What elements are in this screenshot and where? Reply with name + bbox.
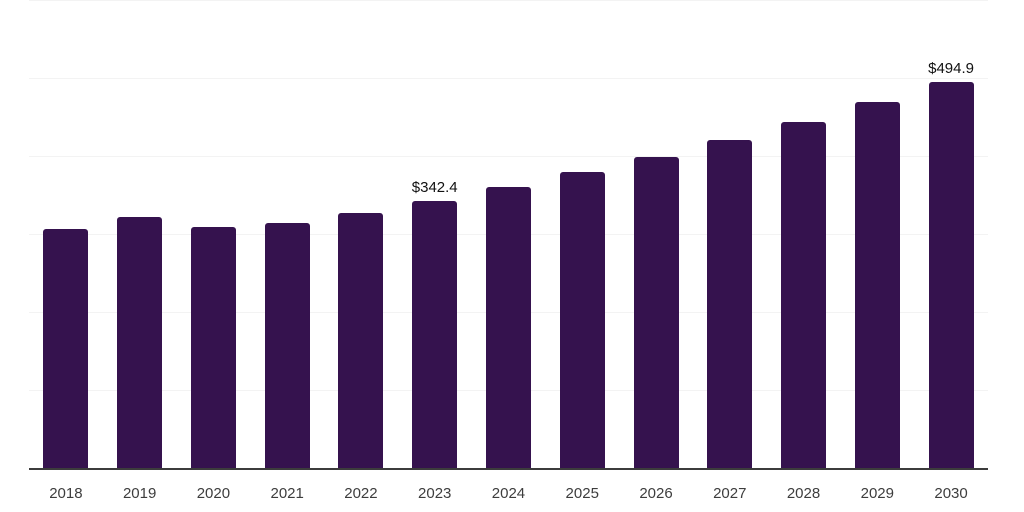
x-axis-label-2020: 2020 — [196, 485, 231, 502]
bar-2030 — [928, 81, 974, 468]
bar-slot-2029 — [840, 2, 914, 468]
x-axis-label-2023: 2023 — [418, 485, 452, 502]
x-axis: 2018 2019 2020 2021 2022 2023 2024 2025 2026 2027… — [29, 470, 988, 503]
bar-2024 — [485, 186, 531, 468]
bar-2022 — [338, 212, 384, 468]
bars-container: $342.4 $494.9 — [29, 2, 988, 468]
bar-slot-2019 — [103, 2, 177, 468]
bar-2025 — [559, 172, 605, 468]
bar-2021 — [264, 223, 310, 468]
x-axis-label-2026: 2026 — [639, 485, 673, 502]
x-axis-label-2028: 2028 — [786, 485, 821, 502]
bar-slot-2021 — [250, 2, 324, 468]
x-axis-label-2027: 2027 — [713, 485, 747, 502]
x-axis-label-2021: 2021 — [270, 485, 304, 502]
bar-slot-2020 — [177, 2, 251, 468]
x-axis-label-2030: 2030 — [934, 485, 968, 502]
bar-value-label-2030: $494.9 — [928, 59, 975, 77]
bar-2026 — [633, 157, 679, 468]
bar-slot-2022 — [324, 2, 398, 468]
bar-slot-2023: $342.4 — [398, 2, 472, 468]
x-axis-label-2025: 2025 — [565, 485, 599, 502]
bar-slot-2028 — [767, 2, 841, 468]
plot-area: $342.4 $494.9 — [29, 0, 988, 470]
bar-2029 — [854, 101, 900, 468]
bar-2020 — [190, 227, 236, 468]
bar-2023 — [412, 200, 458, 468]
x-axis-label-2024: 2024 — [491, 485, 526, 502]
gridline — [29, 0, 988, 1]
bar-value-label-2023: $342.4 — [411, 178, 458, 196]
gridline — [29, 78, 988, 79]
bar-slot-2018 — [29, 2, 103, 468]
x-axis-label-2022: 2022 — [344, 485, 378, 502]
bar-slot-2027 — [693, 2, 767, 468]
bar-slot-2026 — [619, 2, 693, 468]
bar-2028 — [781, 121, 827, 468]
bar-2019 — [117, 217, 163, 468]
x-axis-label-2019: 2019 — [122, 485, 157, 502]
x-axis-label-2029: 2029 — [860, 485, 894, 502]
bar-slot-2030: $494.9 — [914, 2, 988, 468]
bar-2018 — [43, 229, 89, 468]
bar-slot-2024 — [472, 2, 546, 468]
x-axis-label-2018: 2018 — [49, 485, 83, 502]
gridline — [29, 156, 988, 157]
bar-2027 — [707, 139, 753, 468]
bar-slot-2025 — [545, 2, 619, 468]
